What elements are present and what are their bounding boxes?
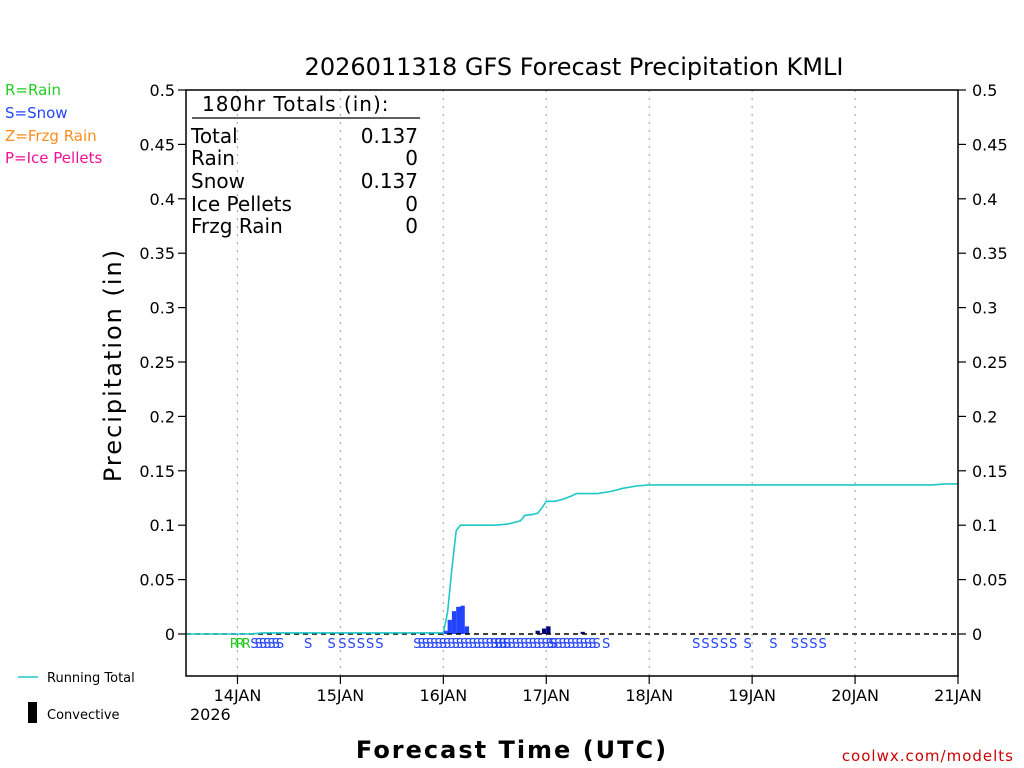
bar-1-5 [464,626,470,634]
x-tick-label-5: 19JAN [728,686,776,705]
y-axis-ticks: 0 00.05 0.050.1 0.10.15 0.150.2 0.20.25 0.250.… [139,81,1007,644]
y-tick-label-right-0: 0 [972,625,982,644]
y-tick-label-left-6: 0.3 [150,299,175,318]
y-tick-label-right-10: 0.5 [972,81,997,100]
x-tick-label-3: 17JAN [522,686,570,705]
y-tick-label-right-2: 0.1 [972,516,997,535]
snow-markers-0: SSSSSSS [250,637,284,652]
snow-markers-9: S [744,637,753,652]
y-tick-label-right-9: 0.45 [972,135,1008,154]
snow-markers-3: SSSSS [338,637,384,652]
snow-markers-7: S [602,637,611,652]
snow-markers-6: S [548,637,557,652]
snow-markers-10: S [769,637,778,652]
y-tick-label-right-8: 0.4 [972,190,997,209]
x-gridlines [236,90,959,676]
y-axis-label: Precipitation (in) [99,248,127,482]
bar-1-2 [451,611,457,634]
precip-type-legend: R=Rain S=Snow Z=Frzg Rain P=Ice Pellets [5,81,102,167]
snow-markers-8: SSSSS [692,637,738,652]
y-tick-label-right-3: 0.15 [972,462,1008,481]
snow-markers-11: SSSS [791,637,828,652]
y-tick-label-left-7: 0.35 [139,244,175,263]
bar-1-3 [456,606,461,634]
bar-1-4 [460,605,465,634]
x-tick-label-4: 18JAN [625,686,673,705]
legend-freezing-rain: Z=Frzg Rain [5,127,97,145]
year-label: 2026 [190,705,231,724]
y-tick-label-right-5: 0.25 [972,353,1008,372]
y-tick-label-left-4: 0.2 [150,407,175,426]
totals-freezing-rain-label: Frzg Rain [191,214,283,238]
x-tick-label-2: 16JAN [419,686,467,705]
y-tick-label-left-5: 0.25 [139,353,175,372]
totals-ice-pellets-label: Ice Pellets [191,192,292,216]
chart-title: 2026011318 GFS Forecast Precipitation KM… [305,53,844,81]
x-axis-ticks: 14JAN 15JAN 16JAN 17JAN 18JAN 19JAN 20JAN 21JAN [214,676,982,705]
totals-rain-label: Rain [191,146,235,170]
totals-snow-value: 0.137 [361,169,418,193]
bar-1-0 [443,630,448,634]
totals-snow-label: Snow [191,169,245,193]
x-tick-label-7: 21JAN [934,686,982,705]
legend-rain: R=Rain [5,81,61,99]
snow-markers-4: SSSSSSSSSSSSSSSSSSSSSS [413,637,510,652]
totals-total-label: Total [190,124,238,148]
snow-markers-1: S [304,637,313,652]
x-tick-label-6: 20JAN [831,686,879,705]
y-tick-label-left-10: 0.5 [150,81,175,100]
bar-2-2 [546,626,551,634]
plot-frame [185,89,959,677]
totals-freezing-rain-value: 0 [405,214,418,238]
snow-markers-5: SSSSSSSSSSSSSSSSSSSSSSSSS [491,637,601,652]
y-tick-label-left-9: 0.45 [139,135,175,154]
y-tick-label-left-3: 0.15 [139,462,175,481]
y-tick-label-right-7: 0.35 [972,244,1008,263]
running-total-legend-label: Running Total [47,671,135,686]
x-tick-label-1: 15JAN [317,686,365,705]
convective-legend-label: Convective [47,708,120,723]
y-tick-label-left-1: 0.05 [139,571,175,590]
precip-bars [443,605,585,634]
legend-ice-pellets: P=Ice Pellets [5,149,102,167]
running-total-line [186,483,958,635]
y-tick-label-right-6: 0.3 [972,299,997,318]
x-tick-label-0: 14JAN [214,686,262,705]
y-tick-label-right-4: 0.2 [972,407,997,426]
y-tick-label-left-8: 0.4 [150,190,175,209]
rain-markers: RRR [230,637,251,652]
bar-2-1 [541,628,547,634]
totals-box: 180hr Totals (in): Total 0.137 Rain 0 Sn… [190,92,420,238]
totals-rain-value: 0 [405,146,418,170]
y-tick-label-left-2: 0.1 [150,516,175,535]
x-axis-label: Forecast Time (UTC) [356,736,668,764]
precip-type-markers: RRR SSSSSSS S S SSSSS SSSSSSSSSSSSSSSSSSSSSSS… [230,637,828,652]
totals-ice-pellets-value: 0 [405,192,418,216]
bar-1-1 [447,619,452,634]
legend-snow: S=Snow [5,104,68,122]
totals-total-value: 0.137 [361,124,418,148]
totals-header: 180hr Totals (in): [202,92,390,116]
bar-2-0 [535,630,540,634]
snow-markers-2: S [328,637,337,652]
bar-2-3 [580,631,585,634]
convective-legend-icon [28,702,37,723]
source-credit: coolwx.com/modelts [842,747,1014,765]
y-tick-label-right-1: 0.05 [972,571,1008,590]
y-tick-label-left-0: 0 [165,625,175,644]
